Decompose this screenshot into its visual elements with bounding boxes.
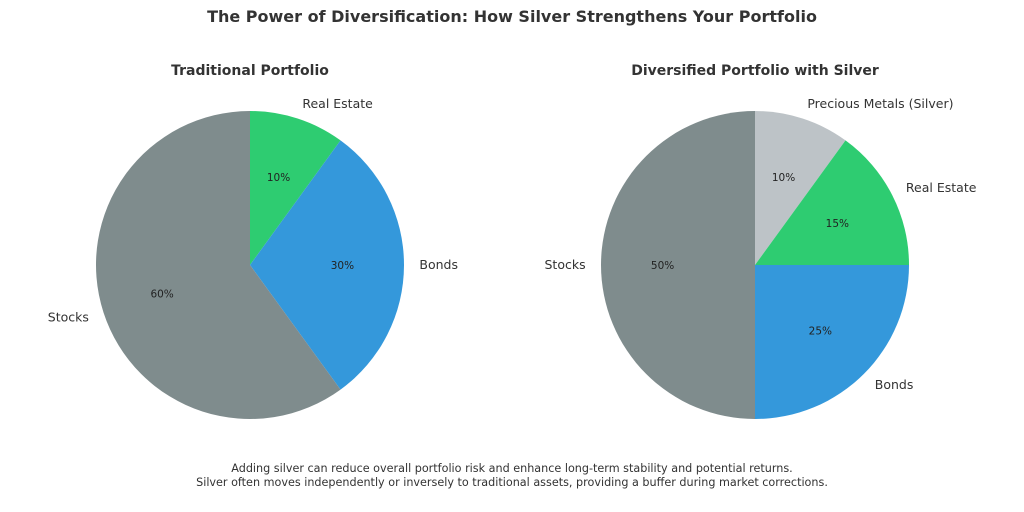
pct-label-stocks: 50%	[651, 260, 674, 272]
pie-slice-real-estate	[250, 111, 341, 265]
pct-label-real-estate: 15%	[826, 218, 849, 230]
pie-slice-stocks	[601, 111, 755, 419]
slice-label-stocks: Stocks	[48, 309, 89, 324]
footer-note: Adding silver can reduce overall portfol…	[0, 462, 1024, 490]
pct-label-real-estate: 10%	[267, 172, 290, 184]
footer-line-2: Silver often moves independently or inve…	[196, 476, 828, 489]
pie-slice-bonds	[250, 140, 404, 390]
slice-label-real-estate: Real Estate	[906, 180, 977, 195]
pct-label-bonds: 30%	[331, 260, 354, 272]
pie-slice-precious-metals-silver	[755, 111, 846, 265]
pie-slice-stocks	[96, 111, 341, 419]
pie-slice-real-estate	[755, 140, 909, 265]
pie-slice-bonds	[755, 265, 909, 419]
slice-label-real-estate: Real Estate	[302, 96, 373, 111]
slice-label-bonds: Bonds	[875, 377, 914, 392]
page-title: The Power of Diversification: How Silver…	[207, 7, 817, 26]
pie-diversified: 10% Precious Metals (Silver) 15% Real Estat…	[544, 96, 977, 419]
slice-label-precious-metals-silver: Precious Metals (Silver)	[807, 96, 953, 111]
pie-title-traditional: Traditional Portfolio	[171, 63, 329, 79]
pct-label-bonds: 25%	[809, 325, 832, 337]
pie-title-diversified: Diversified Portfolio with Silver	[631, 63, 879, 79]
pct-label-stocks: 60%	[150, 289, 173, 301]
footer-line-1: Adding silver can reduce overall portfol…	[231, 462, 793, 475]
pct-label-precious-metals-silver: 10%	[772, 172, 795, 184]
pie-traditional: 10% Real Estate 30% Bonds 60% Stocks	[48, 96, 458, 419]
slice-label-bonds: Bonds	[419, 257, 458, 272]
slice-label-stocks: Stocks	[544, 257, 585, 272]
